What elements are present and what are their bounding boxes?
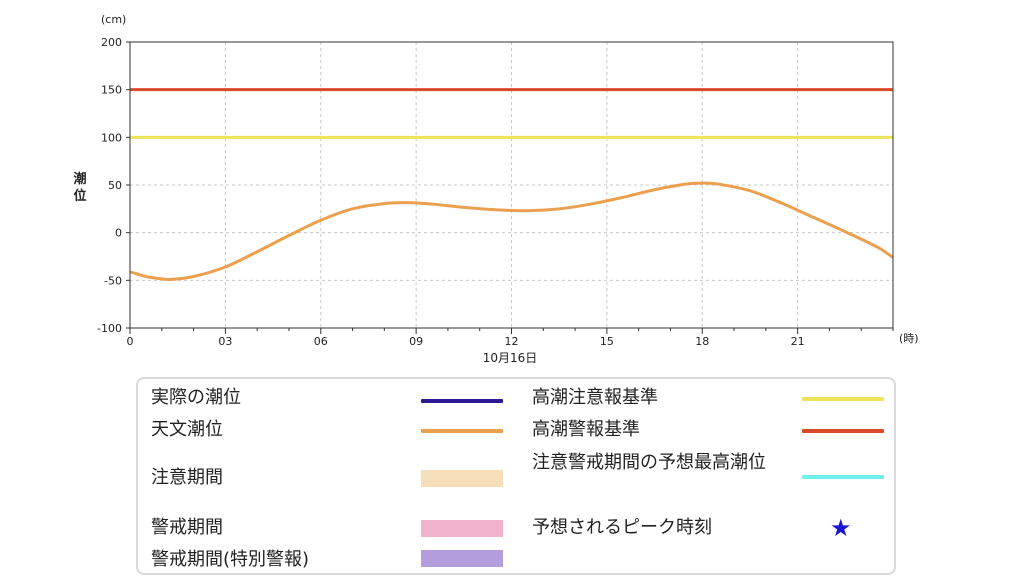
x-tick-label: 21 (791, 335, 805, 348)
x-tick-label: 0 (127, 335, 134, 348)
legend-symbol-astronomical-tide (421, 429, 503, 433)
y-unit-label: (cm) (101, 13, 126, 26)
y-tick-label: 50 (108, 179, 122, 192)
y-tick-label: 0 (115, 227, 122, 240)
legend: 実際の潮位 天文潮位 注意期間 警戒期間 警戒期間(特別警報) 高潮注意報基準 … (136, 377, 896, 575)
y-axis-title-char-2: 位 (73, 188, 86, 204)
legend-label: 注意期間 (151, 467, 223, 488)
legend-label: 高潮注意報基準 (532, 387, 658, 408)
x-tick-label: 12 (505, 335, 519, 348)
x-tick-label: 15 (600, 335, 614, 348)
x-tick-label: 18 (695, 335, 709, 348)
series-line-astronomical-tide (129, 181, 894, 282)
x-ticks: 0 03 06 09 12 15 18 21 (127, 328, 894, 348)
legend-item-storm-surge-warning-level: 高潮警報基準 (532, 415, 892, 445)
grid-lines (130, 42, 893, 328)
x-tick-label: 06 (314, 335, 328, 348)
y-tick-label: 200 (101, 36, 122, 49)
x-tick-label: 03 (218, 335, 232, 348)
x-date-label: 10月16日 (483, 351, 538, 365)
series-lines (129, 181, 894, 282)
y-ticks: 200 150 100 50 0 -50 -100 (97, 36, 130, 335)
legend-symbol-caution-period (421, 470, 503, 487)
legend-symbol-warning-period (421, 520, 503, 537)
legend-symbol-forecast-max-tide (802, 475, 884, 479)
legend-item-storm-surge-advisory-level: 高潮注意報基準 (532, 383, 892, 413)
y-tick-label: 150 (101, 84, 122, 97)
legend-item-astronomical-tide: 天文潮位 (151, 415, 511, 445)
star-icon: ★ (830, 514, 852, 542)
reference-lines (130, 88, 893, 139)
y-axis-title: 潮 位 (73, 171, 86, 204)
x-unit-label: (時) (899, 332, 919, 345)
legend-item-special-warning-period: 警戒期間(特別警報) (151, 545, 511, 575)
y-axis-title-char-1: 潮 (73, 171, 86, 187)
legend-symbol-special-warning-period (421, 550, 503, 567)
legend-symbol-actual-tide (421, 399, 503, 403)
tide-chart: 0 03 06 09 12 15 18 21 200 150 100 50 0 -50 -100 (cm)… (73, 13, 919, 365)
legend-label: 天文潮位 (151, 419, 223, 440)
legend-label: 高潮警報基準 (532, 419, 640, 440)
legend-item-caution-period: 注意期間 (151, 463, 511, 493)
legend-symbol-storm-surge-advisory-level (802, 397, 884, 401)
legend-item-warning-period: 警戒期間 (151, 513, 511, 543)
legend-item-forecast-max-tide: 注意警戒期間の予想最高潮位 (532, 452, 892, 509)
legend-label: 実際の潮位 (151, 387, 241, 408)
y-tick-label: -50 (104, 274, 122, 287)
y-tick-label: -100 (97, 322, 122, 335)
x-tick-label: 09 (409, 335, 423, 348)
legend-item-peak-time: 予想されるピーク時刻 ★ (532, 513, 892, 543)
legend-label: 警戒期間 (151, 517, 223, 538)
legend-label: 注意警戒期間の予想最高潮位 (532, 452, 766, 473)
legend-item-actual-tide: 実際の潮位 (151, 383, 511, 413)
legend-symbol-storm-surge-warning-level (802, 429, 884, 433)
y-tick-label: 100 (101, 131, 122, 144)
legend-label: 予想されるピーク時刻 (532, 517, 712, 538)
legend-label: 警戒期間(特別警報) (151, 549, 310, 570)
